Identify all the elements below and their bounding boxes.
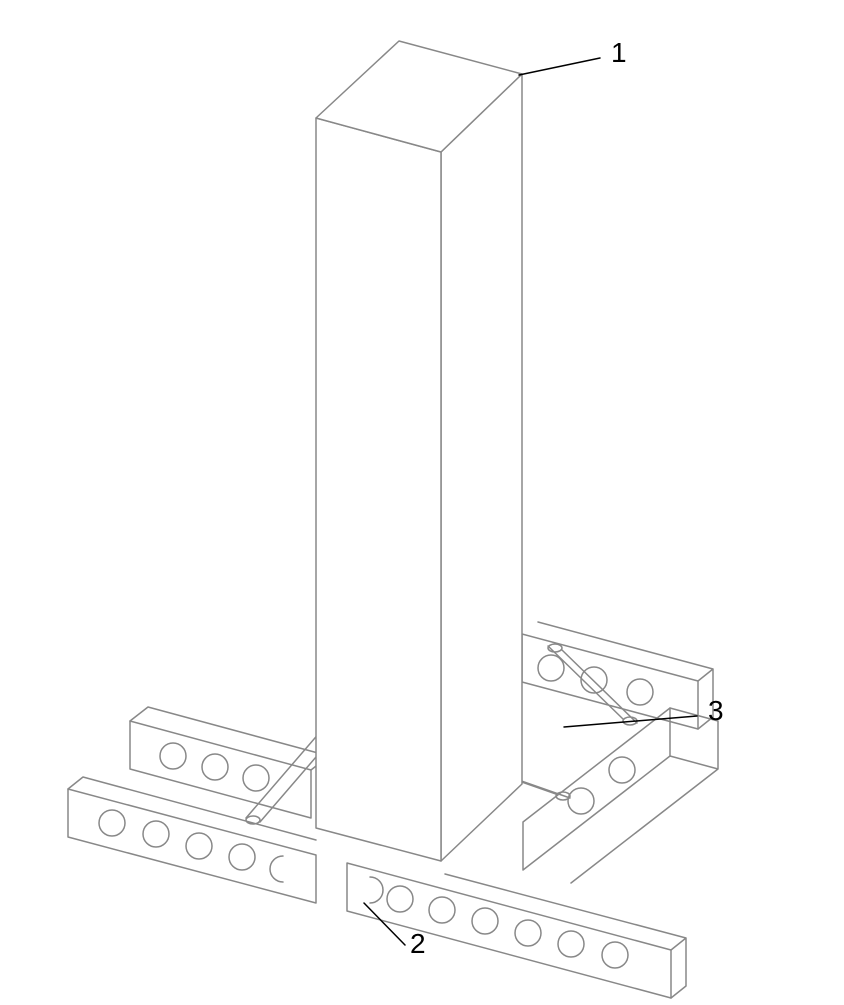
technical-drawing bbox=[0, 0, 844, 1000]
label-2: 2 bbox=[410, 928, 426, 960]
label-3: 3 bbox=[708, 695, 724, 727]
label-1: 1 bbox=[611, 37, 627, 69]
column bbox=[316, 41, 522, 861]
flange-back-left bbox=[130, 707, 325, 818]
flange-front-left bbox=[68, 777, 316, 903]
flange-right-side bbox=[523, 708, 718, 883]
flange-front-right bbox=[347, 863, 686, 998]
diagram-container: 1 2 3 bbox=[0, 0, 844, 1000]
brace-back-right bbox=[548, 644, 637, 725]
